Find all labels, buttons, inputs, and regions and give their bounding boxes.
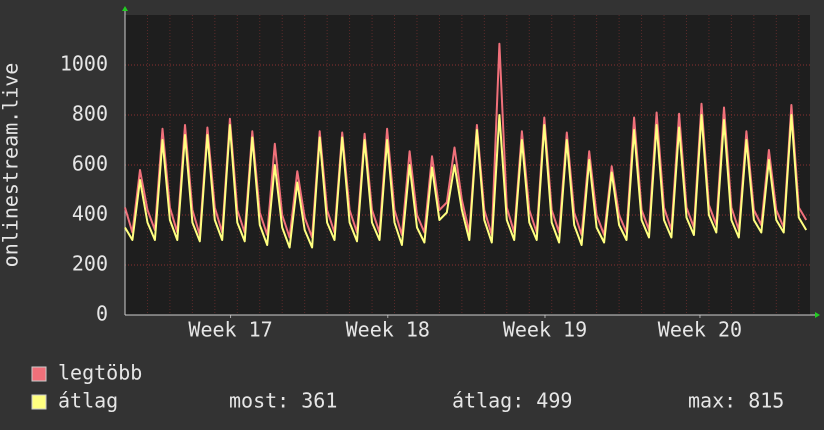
axis-arrow — [815, 312, 820, 318]
legend-label: átlag — [58, 389, 118, 413]
day-grid — [146, 15, 800, 315]
series-line — [124, 42, 808, 239]
y-axis-label: onlinestream.live — [0, 63, 23, 268]
y-tick-label: 200 — [72, 252, 108, 276]
axis-arrow — [122, 6, 128, 11]
y-tick-label: 400 — [72, 202, 108, 226]
legend-label: legtöbb — [58, 361, 142, 385]
legend-swatch — [31, 366, 47, 382]
x-tick-label: Week 19 — [503, 318, 587, 342]
series-line — [124, 114, 808, 249]
legend-stat: átlag: 499 — [452, 389, 572, 413]
y-tick-label: 1000 — [60, 52, 108, 76]
legend-stat: most: 361 — [229, 389, 337, 413]
x-tick-label: Week 20 — [658, 318, 742, 342]
y-tick-label: 600 — [72, 152, 108, 176]
y-tick-label: 800 — [72, 102, 108, 126]
x-tick-label: Week 17 — [188, 318, 272, 342]
x-tick-label: Week 18 — [346, 318, 430, 342]
y-tick-label: 0 — [96, 302, 108, 326]
legend-swatch — [31, 394, 47, 410]
legend-stat: max: 815 — [688, 389, 784, 413]
